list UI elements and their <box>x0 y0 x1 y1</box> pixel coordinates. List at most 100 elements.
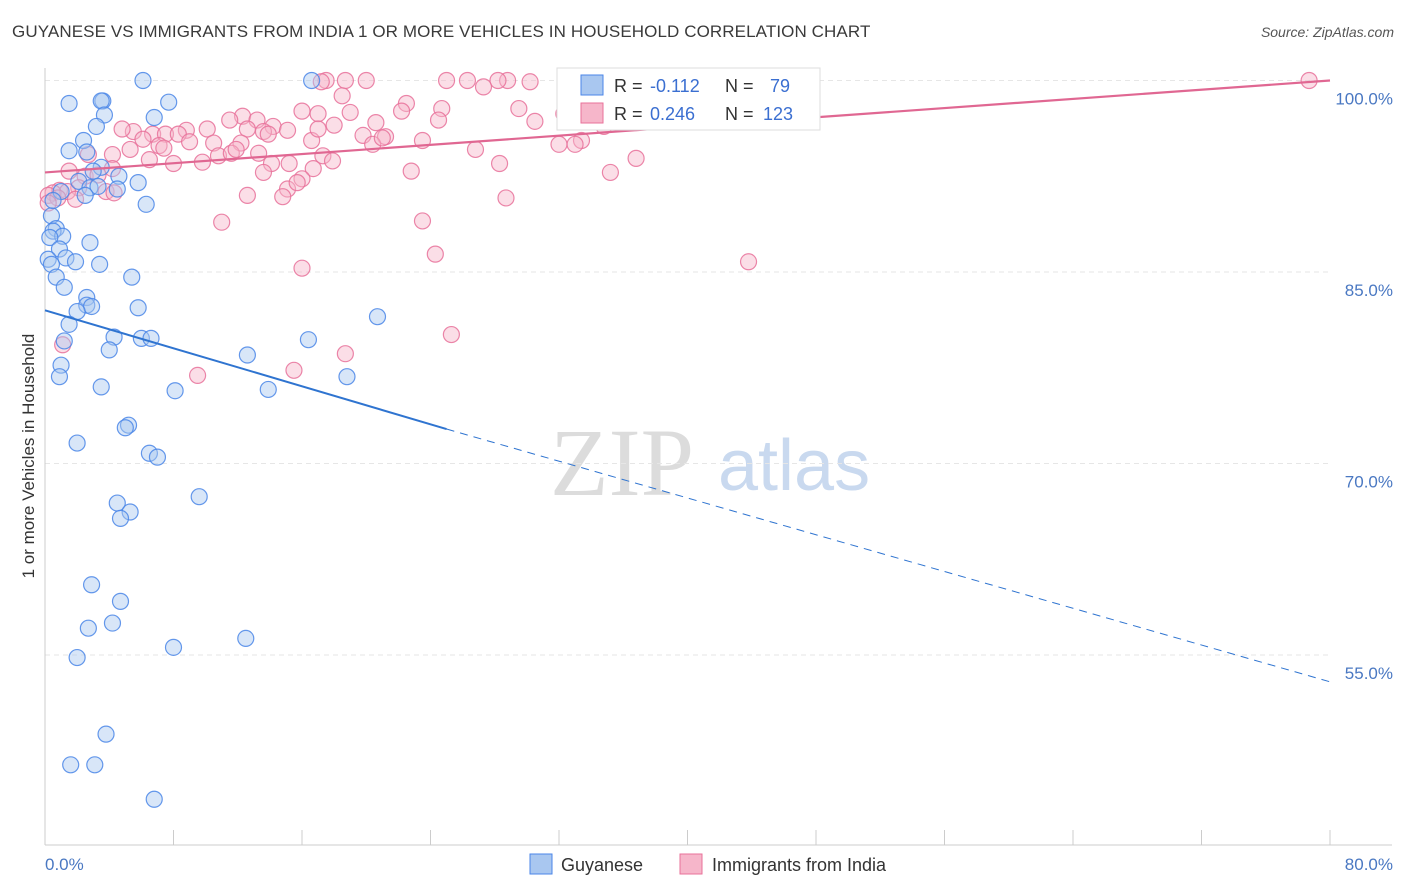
stats-r-value-guyanese: -0.112 <box>650 76 700 96</box>
guyanese-point-26 <box>54 227 72 245</box>
india-point-49 <box>180 133 199 151</box>
india-point-12 <box>333 87 351 105</box>
guyanese-point-34 <box>42 255 61 273</box>
watermark-zip: ZIP <box>550 409 694 516</box>
guyanese-point-72 <box>164 638 183 656</box>
guyanese-point-45 <box>105 328 123 346</box>
india-point-53 <box>103 145 122 164</box>
india-point-94 <box>413 212 432 230</box>
stats-r-label-india: R = <box>614 104 643 124</box>
india-point-19 <box>293 102 311 120</box>
y-tick-label-1: 70.0% <box>1345 473 1393 492</box>
legend: Guyanese Immigrants from India <box>529 853 887 875</box>
y-axis-label: 1 or more Vehicles in Household <box>19 334 38 579</box>
guyanese-point-10 <box>60 142 78 160</box>
guyanese-point-32 <box>66 253 85 271</box>
x-tick-label-0: 0.0% <box>45 855 84 874</box>
india-point-93 <box>213 213 231 231</box>
india-point-33 <box>198 120 216 138</box>
y-tick-label-3: 100.0% <box>1335 90 1393 109</box>
chart-title: GUYANESE VS IMMIGRANTS FROM INDIA 1 OR M… <box>12 22 871 41</box>
india-point-25 <box>429 111 448 129</box>
india-point-91 <box>274 188 292 206</box>
india-point-69 <box>304 159 322 178</box>
india-point-89 <box>39 194 57 212</box>
india-point-5 <box>489 71 507 90</box>
guyanese-point-11 <box>78 143 96 161</box>
india-point-108 <box>566 135 584 153</box>
guyanese-point-54 <box>338 368 356 386</box>
india-point-61 <box>627 149 645 167</box>
india-point-59 <box>466 140 485 159</box>
guyanese-trend-line <box>44 309 447 430</box>
y-tick-label-2: 85.0% <box>1345 281 1393 300</box>
guyanese-point-19 <box>108 180 126 198</box>
guyanese-point-5 <box>60 94 78 113</box>
guyanese-point-55 <box>92 378 110 396</box>
guyanese-point-74 <box>97 725 115 743</box>
india-point-29 <box>325 116 343 134</box>
india-point-96 <box>293 259 311 277</box>
india-point-51 <box>155 139 173 157</box>
legend-swatch-india <box>679 853 703 875</box>
guyanese-point-44 <box>60 315 78 333</box>
guyanese-point-41 <box>82 297 101 316</box>
guyanese-point-36 <box>123 268 141 286</box>
y-tick-label-0: 55.0% <box>1345 664 1393 683</box>
guyanese-point-53 <box>50 368 69 386</box>
guyanese-point-77 <box>145 790 163 808</box>
india-point-105 <box>259 125 277 143</box>
guyanese-point-8 <box>87 117 106 136</box>
india-point-23 <box>221 111 239 129</box>
guyanese-point-75 <box>62 756 80 774</box>
india-point-13 <box>474 78 493 96</box>
india-point-21 <box>341 103 359 122</box>
india-point-98 <box>442 325 460 344</box>
guyanese-point-40 <box>129 299 147 317</box>
guyanese-point-18 <box>89 177 107 196</box>
guyanese-point-61 <box>140 444 159 462</box>
guyanese-point-31 <box>57 249 75 267</box>
stats-box: R = -0.112 N = 79 R = 0.246 N = 123 <box>556 67 821 131</box>
guyanese-point-27 <box>41 228 59 247</box>
india-point-101 <box>285 361 303 379</box>
guyanese-point-70 <box>79 619 97 637</box>
india-point-77 <box>601 163 620 182</box>
legend-label-guyanese: Guyanese <box>561 855 643 875</box>
x-tick-label-1: 80.0% <box>1345 855 1393 874</box>
india-point-2 <box>357 71 375 90</box>
guyanese-point-71 <box>237 629 255 648</box>
india-point-92 <box>497 189 515 207</box>
guyanese-point-73 <box>68 648 86 667</box>
guyanese-trend-extension <box>446 428 1331 683</box>
guyanese-point-22 <box>137 195 155 213</box>
india-point-97 <box>739 253 758 271</box>
watermark: ZIP atlas <box>550 409 870 516</box>
india-point-68 <box>490 154 509 173</box>
guyanese-point-76 <box>86 756 104 774</box>
guyanese-point-30 <box>39 250 57 268</box>
india-point-75 <box>402 162 420 180</box>
india-point-90 <box>238 186 256 204</box>
guyanese-point-57 <box>259 380 277 399</box>
india-point-27 <box>526 112 544 130</box>
india-point-66 <box>280 154 298 173</box>
guyanese-point-63 <box>190 488 208 506</box>
stats-swatch-india <box>580 102 604 124</box>
legend-label-india: Immigrants from India <box>712 855 887 875</box>
india-point-100 <box>336 345 354 363</box>
trend-lines <box>44 79 1331 683</box>
india-point-17 <box>510 99 528 118</box>
india-point-106 <box>227 140 245 159</box>
guyanese-point-48 <box>299 331 318 349</box>
guyanese-point-1 <box>303 71 321 90</box>
stats-r-value-india: 0.246 <box>650 104 695 124</box>
india-point-39 <box>254 122 273 141</box>
guyanese-points <box>39 71 387 808</box>
guyanese-point-66 <box>111 509 130 527</box>
india-point-16 <box>392 102 411 120</box>
india-point-46 <box>134 130 152 148</box>
guyanese-point-43 <box>368 308 387 326</box>
india-point-35 <box>113 120 131 138</box>
